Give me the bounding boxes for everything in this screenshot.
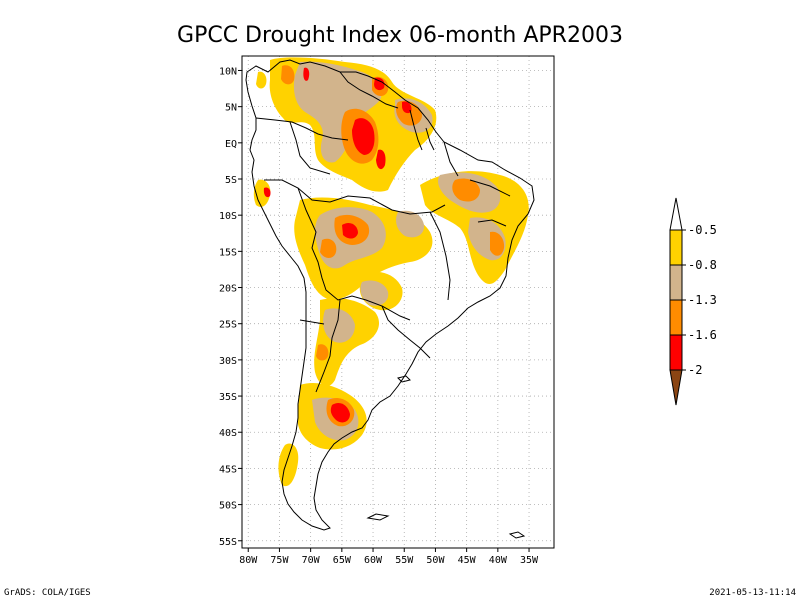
coastlines-and-borders bbox=[245, 59, 535, 539]
lon-tick-label: 60W bbox=[364, 555, 383, 566]
color-legend: -0.5 -0.8 -1.3 -1.6 -2 bbox=[669, 197, 717, 406]
legend-label-1: -0.5 bbox=[688, 223, 717, 237]
latitude-axis: 10N 5N EQ 5S 10S 15S 20S 25S 30S 35S 40S 45S 50S 55S bbox=[219, 66, 242, 548]
lat-tick-label: 30S bbox=[219, 356, 237, 367]
lon-tick-label: 70W bbox=[302, 555, 321, 566]
lon-tick-label: 45W bbox=[458, 555, 477, 566]
lon-tick-label: 40W bbox=[489, 555, 508, 566]
legend-label-4: -1.6 bbox=[688, 328, 717, 342]
lat-tick-label: 15S bbox=[219, 247, 237, 258]
lon-tick-label: 50W bbox=[426, 555, 445, 566]
lat-tick-label: 25S bbox=[219, 320, 237, 331]
footer-timestamp: 2021-05-13-11:14 bbox=[709, 588, 796, 598]
lat-tick-label: 50S bbox=[219, 501, 237, 512]
lat-tick-label: 55S bbox=[219, 537, 237, 548]
lon-tick-label: 75W bbox=[270, 555, 289, 566]
footer-credit: GrADS: COLA/IGES bbox=[4, 588, 91, 598]
lat-tick-label: EQ bbox=[225, 139, 237, 150]
lat-tick-label: 20S bbox=[219, 284, 237, 295]
lat-tick-label: 35S bbox=[219, 392, 237, 403]
lat-tick-label: 10S bbox=[219, 211, 237, 222]
legend-class-3 bbox=[669, 299, 683, 336]
lon-tick-label: 55W bbox=[395, 555, 414, 566]
legend-class-4 bbox=[669, 334, 683, 371]
lon-tick-label: 65W bbox=[333, 555, 352, 566]
legend-bottom-arrow bbox=[669, 369, 683, 406]
lon-tick-label: 80W bbox=[239, 555, 258, 566]
legend-label-5: -2 bbox=[688, 363, 702, 377]
legend-class-2 bbox=[669, 264, 683, 301]
lon-tick-label: 35W bbox=[520, 555, 539, 566]
legend-label-2: -0.8 bbox=[688, 258, 717, 272]
legend-top-arrow bbox=[669, 197, 683, 231]
legend-label-3: -1.3 bbox=[688, 293, 717, 307]
lat-tick-label: 5N bbox=[225, 103, 237, 114]
map-plot-area: 10N5NEQ5S10S15S20S25S30S35S40S45S50S55S … bbox=[219, 55, 555, 566]
map-title: GPCC Drought Index 06-month APR2003 bbox=[177, 23, 623, 48]
drought-shading bbox=[253, 57, 529, 487]
plot-frame bbox=[241, 55, 555, 549]
drought-class-minus-1-6 bbox=[263, 67, 412, 423]
lat-tick-label: 45S bbox=[219, 464, 237, 475]
legend-class-1 bbox=[669, 229, 683, 266]
lat-tick-label: 10N bbox=[219, 66, 237, 77]
longitude-axis: 80W 75W 70W 65W 60W 55W 50W 45W 40W 35W bbox=[239, 548, 539, 566]
lat-tick-label: 40S bbox=[219, 428, 237, 439]
lat-tick-label: 5S bbox=[225, 175, 237, 186]
